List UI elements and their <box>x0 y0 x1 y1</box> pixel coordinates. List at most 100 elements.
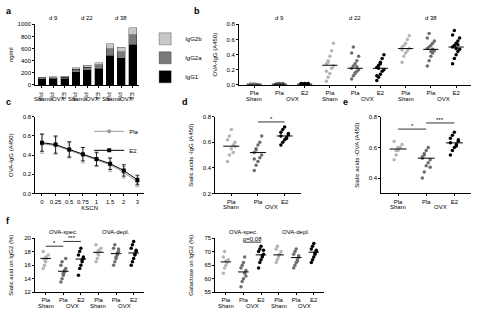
svg-text:20: 20 <box>24 235 31 241</box>
svg-text:Pla: Pla <box>427 90 436 96</box>
svg-text:E2: E2 <box>95 92 101 100</box>
svg-text:Sham: Sham <box>38 303 54 309</box>
svg-text:65: 65 <box>204 262 211 268</box>
svg-text:c: c <box>6 97 11 107</box>
svg-text:400: 400 <box>21 58 32 64</box>
svg-text:E2: E2 <box>129 92 135 100</box>
svg-text:Sialic acids -OVA (A450): Sialic acids -OVA (A450) <box>354 122 360 187</box>
svg-text:18: 18 <box>24 249 31 255</box>
svg-text:Pla: Pla <box>59 297 68 303</box>
svg-text:E2: E2 <box>129 148 137 154</box>
svg-text:0.75: 0.75 <box>77 199 89 205</box>
svg-text:Sham: Sham <box>398 96 414 102</box>
svg-text:Pla: Pla <box>250 90 259 96</box>
svg-text:OVX: OVX <box>66 303 79 309</box>
svg-text:Pla: Pla <box>106 92 112 101</box>
svg-text:Pla: Pla <box>275 90 284 96</box>
svg-text:Pla: Pla <box>274 297 283 303</box>
svg-text:55: 55 <box>204 289 211 295</box>
svg-text:Sham: Sham <box>223 204 239 210</box>
svg-text:0.5: 0.5 <box>65 199 74 205</box>
svg-text:Sham: Sham <box>246 96 262 102</box>
svg-text:OVX: OVX <box>298 303 311 309</box>
svg-text:IgG1: IgG1 <box>185 74 199 80</box>
svg-text:70: 70 <box>204 249 211 255</box>
svg-text:Pla: Pla <box>41 297 50 303</box>
svg-text:d 9: d 9 <box>49 15 58 21</box>
svg-text:0.6: 0.6 <box>23 133 32 139</box>
svg-text:Pla: Pla <box>129 129 138 135</box>
svg-text:Pla: Pla <box>401 90 410 96</box>
svg-text:Pla: Pla <box>292 297 301 303</box>
svg-text:d 38: d 38 <box>115 15 127 21</box>
svg-text:0.25: 0.25 <box>50 199 62 205</box>
svg-text:OVA-spec.: OVA-spec. <box>49 229 78 235</box>
svg-text:0.8: 0.8 <box>23 114 32 120</box>
svg-text:75: 75 <box>204 235 211 241</box>
svg-text:OVX: OVX <box>120 96 133 102</box>
svg-text:Pla: Pla <box>117 92 123 101</box>
svg-text:Sham: Sham <box>90 303 106 309</box>
svg-text:0.6: 0.6 <box>369 145 378 151</box>
svg-text:OVX: OVX <box>434 204 447 210</box>
svg-text:16: 16 <box>24 262 31 268</box>
svg-text:Sham: Sham <box>218 303 234 309</box>
svg-text:***: *** <box>436 117 444 123</box>
svg-text:d 22: d 22 <box>81 15 93 21</box>
svg-text:d 38: d 38 <box>425 15 437 21</box>
svg-text:E2: E2 <box>301 90 309 96</box>
svg-text:Sham: Sham <box>34 96 50 102</box>
svg-text:2: 2 <box>122 199 126 205</box>
svg-text:200: 200 <box>21 70 32 76</box>
svg-text:0: 0 <box>40 199 44 205</box>
svg-text:KSCN: KSCN <box>81 205 98 211</box>
svg-text:0.2: 0.2 <box>203 191 212 197</box>
svg-text:0.2: 0.2 <box>226 67 235 73</box>
svg-text:*: * <box>411 123 414 129</box>
svg-text:Sialic acid on IgG2 (%): Sialic acid on IgG2 (%) <box>8 235 14 296</box>
svg-text:Pla: Pla <box>72 92 78 101</box>
svg-text:*: * <box>270 116 273 122</box>
svg-text:Pla: Pla <box>326 90 335 96</box>
svg-text:f: f <box>6 216 10 226</box>
svg-text:Pla: Pla <box>394 199 403 205</box>
svg-text:Pla: Pla <box>112 297 121 303</box>
svg-text:60: 60 <box>204 276 211 282</box>
svg-text:1000: 1000 <box>18 21 32 27</box>
svg-text:Pla: Pla <box>94 297 103 303</box>
svg-text:E2: E2 <box>377 90 385 96</box>
svg-text:12: 12 <box>24 289 31 295</box>
svg-text:Pla: Pla <box>38 92 44 101</box>
svg-text:Sham: Sham <box>271 303 287 309</box>
svg-text:OVX: OVX <box>286 96 299 102</box>
svg-text:OVA-depl.: OVA-depl. <box>102 229 130 235</box>
svg-text:0.4: 0.4 <box>23 152 32 158</box>
svg-text:d 22: d 22 <box>349 15 361 21</box>
svg-text:IgG2b: IgG2b <box>185 36 202 42</box>
svg-text:1.5: 1.5 <box>106 199 115 205</box>
svg-text:0.8: 0.8 <box>203 114 212 120</box>
svg-text:Sham: Sham <box>322 96 338 102</box>
svg-text:OVA-depl.: OVA-depl. <box>282 229 310 235</box>
svg-text:E2: E2 <box>310 297 318 303</box>
svg-text:Pla: Pla <box>422 199 431 205</box>
svg-text:OVX: OVX <box>118 303 131 309</box>
svg-text:E2: E2 <box>77 297 85 303</box>
svg-text:E2: E2 <box>257 297 265 303</box>
svg-text:IgG2a: IgG2a <box>185 55 202 61</box>
svg-text:Pla: Pla <box>239 297 248 303</box>
svg-text:0.8: 0.8 <box>369 114 378 120</box>
svg-text:ng/ml: ng/ml <box>8 47 14 62</box>
svg-text:OVX: OVX <box>52 96 65 102</box>
svg-text:E2: E2 <box>451 199 459 205</box>
svg-text:0.4: 0.4 <box>226 52 235 58</box>
svg-text:OVX: OVX <box>361 96 374 102</box>
svg-text:0.6: 0.6 <box>203 139 212 145</box>
svg-text:OVA-IgG (A450): OVA-IgG (A450) <box>8 133 14 177</box>
svg-text:d: d <box>182 97 188 107</box>
svg-text:a: a <box>6 6 12 16</box>
svg-text:b: b <box>194 6 200 16</box>
svg-text:OVA-IgG (A450): OVA-IgG (A450) <box>212 33 218 77</box>
svg-text:Sham: Sham <box>390 204 406 210</box>
svg-text:Pla: Pla <box>254 199 263 205</box>
